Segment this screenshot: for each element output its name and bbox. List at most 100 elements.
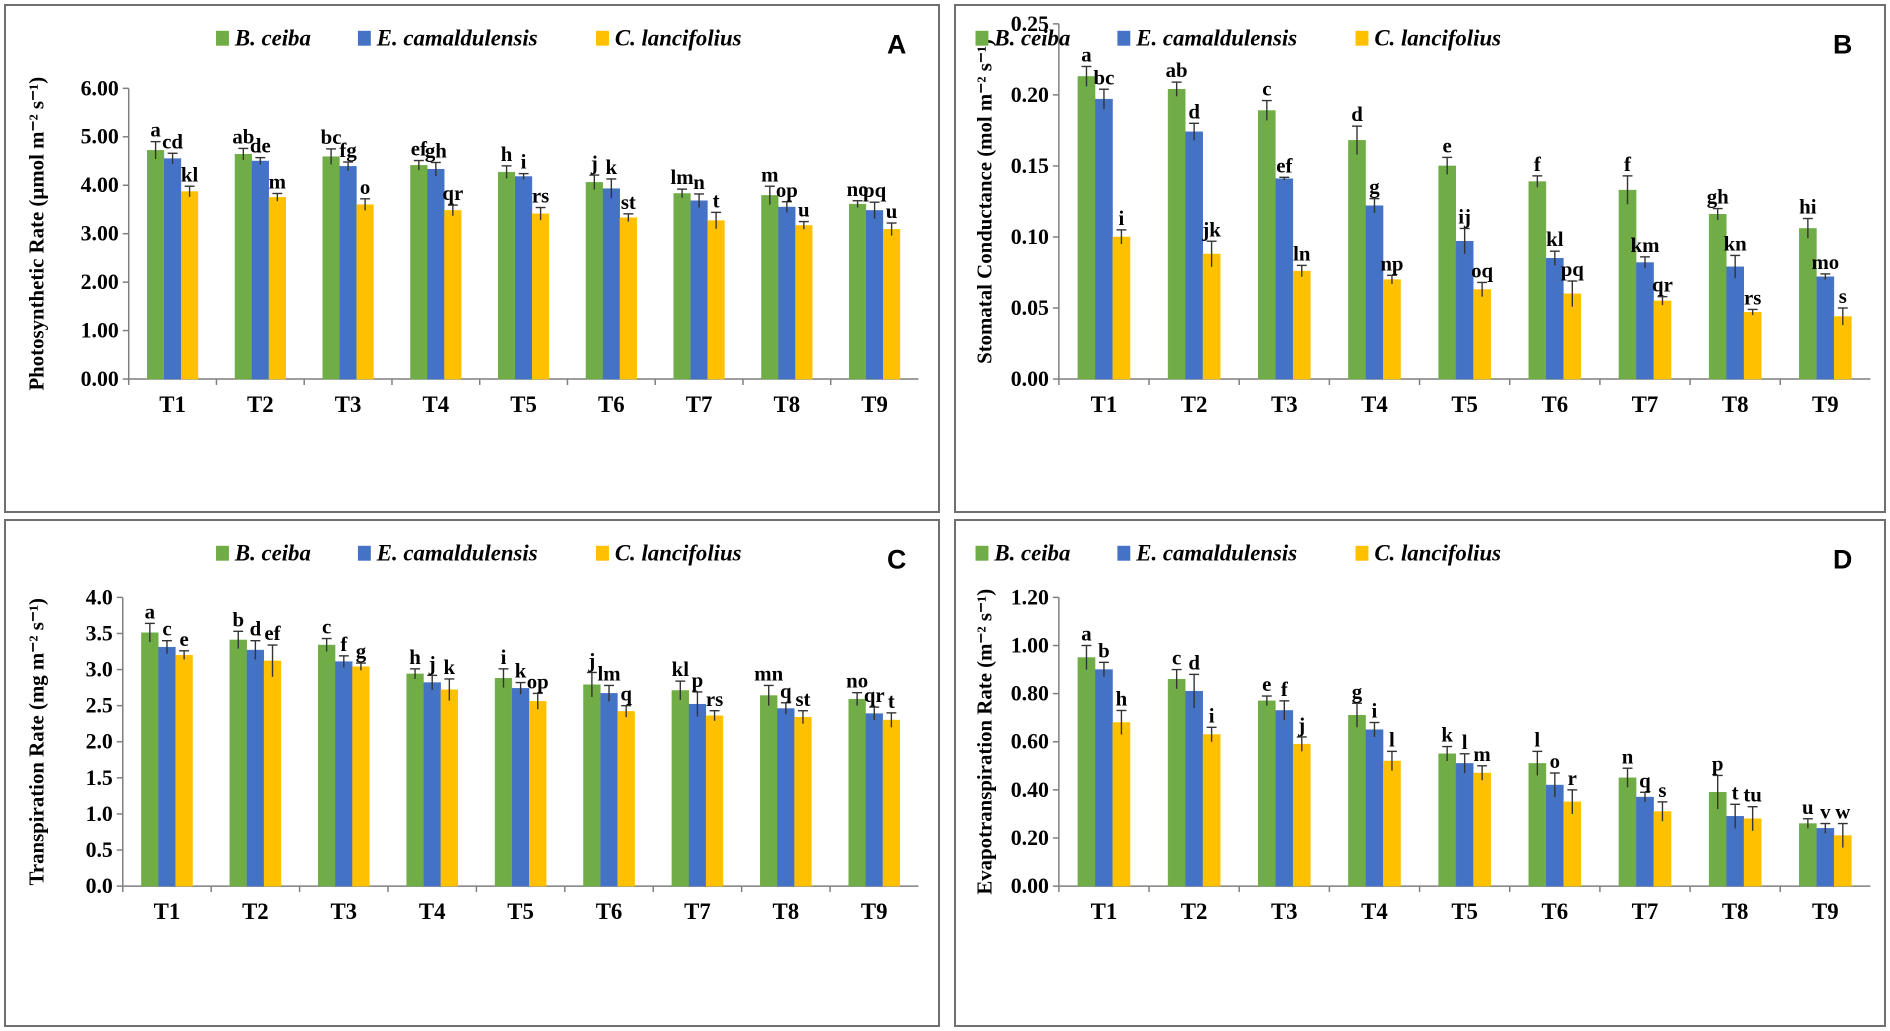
bar	[532, 213, 550, 380]
legend-swatch	[216, 30, 229, 46]
bar	[352, 666, 370, 887]
bar	[1112, 236, 1131, 380]
significance-letter: p	[1712, 751, 1724, 775]
panel-label: B	[1833, 30, 1852, 60]
significance-letter: j	[428, 651, 436, 675]
significance-letter: gh	[1707, 185, 1729, 209]
x-tick-label: T8	[773, 899, 800, 924]
significance-letter: o	[1550, 749, 1560, 773]
legend-swatch	[975, 545, 989, 561]
bar	[494, 677, 513, 887]
bar	[444, 210, 462, 380]
bar	[602, 188, 620, 380]
significance-letter: ij	[1458, 204, 1471, 228]
significance-letter: u	[1802, 795, 1814, 819]
significance-letter: c	[1262, 77, 1271, 101]
bar	[1167, 678, 1186, 887]
bar	[1077, 657, 1096, 887]
significance-letter: np	[1380, 251, 1403, 275]
bar	[322, 156, 340, 380]
y-tick-label: 0.10	[1011, 225, 1049, 249]
bar	[164, 158, 182, 380]
bar	[1095, 669, 1113, 887]
bar	[1653, 300, 1672, 380]
legend-swatch	[596, 545, 609, 561]
significance-letter: s	[1658, 778, 1666, 802]
significance-letter: mn	[754, 661, 783, 685]
bar	[1455, 763, 1474, 887]
significance-letter: qr	[442, 181, 463, 205]
significance-letter: g	[356, 639, 367, 663]
x-tick-label: T1	[1091, 392, 1118, 417]
bar	[1112, 722, 1131, 887]
y-tick-label: 1.20	[1011, 585, 1049, 609]
significance-letter: kn	[1724, 231, 1748, 255]
bar	[158, 646, 176, 887]
significance-letter: n	[1622, 744, 1634, 768]
significance-letter: l	[1389, 727, 1395, 751]
y-tick-label: 0.00	[1011, 874, 1049, 898]
significance-letter: w	[1835, 800, 1850, 824]
significance-letter: d	[250, 617, 262, 641]
bar	[175, 654, 193, 887]
significance-letter: h	[1116, 687, 1128, 711]
chart-panel-d: 0.00 0.20 0.40 0.60 0.80 1.00 1.20 Evapotranspi…	[954, 519, 1886, 1027]
bar	[883, 229, 901, 380]
x-tick-label: T2	[1181, 899, 1208, 924]
y-tick-label: 0.00	[1011, 367, 1049, 391]
bar	[498, 171, 516, 380]
significance-letter: ef	[411, 137, 428, 161]
y-tick-label: 0.20	[1011, 83, 1049, 107]
x-tick-label: T7	[1632, 392, 1659, 417]
x-tick-label: T2	[1181, 392, 1208, 417]
x-tick-label: T2	[247, 392, 274, 417]
bar	[1743, 312, 1762, 380]
legend-label: E. camaldulensis	[1135, 26, 1297, 51]
bar	[1185, 690, 1203, 887]
significance-letter: ab	[1166, 58, 1188, 82]
significance-letter: q	[780, 679, 792, 703]
bar	[1473, 289, 1491, 380]
significance-letter: cd	[162, 129, 183, 153]
bar	[1258, 700, 1276, 887]
x-tick-label: T5	[1451, 899, 1478, 924]
significance-letter: ab	[232, 124, 254, 148]
chart-d: 0.00 0.20 0.40 0.60 0.80 1.00 1.20 Evapotranspi…	[972, 541, 1871, 924]
significance-letter: f	[1534, 152, 1542, 176]
significance-letter: ef	[264, 621, 281, 645]
legend-swatch	[596, 30, 609, 46]
bar	[760, 695, 778, 887]
bar	[511, 688, 530, 887]
bar	[529, 701, 547, 887]
chart-panel-c: 0.0 0.5 1.0 1.5 2.0 2.5 3.0 3.5 4.0 Transpiration…	[4, 519, 940, 1027]
legend-label: B. ceiba	[993, 26, 1070, 51]
significance-letter: s	[1839, 284, 1847, 308]
legend-swatch	[1355, 545, 1369, 561]
legend-label: E. camaldulensis	[1135, 541, 1297, 566]
significance-letter: h	[501, 142, 513, 166]
significance-letter: v	[1820, 800, 1831, 824]
significance-letter: rs	[706, 687, 723, 711]
x-tick-label: T1	[159, 392, 186, 417]
y-tick-label: 2.5	[86, 694, 113, 718]
significance-letter: j	[590, 151, 598, 175]
bar	[707, 220, 725, 380]
bar	[1383, 279, 1401, 380]
legend-label: E. camaldulensis	[376, 26, 538, 51]
x-tick-label: T8	[774, 392, 801, 417]
bar	[1799, 823, 1817, 887]
x-tick-label: T6	[598, 392, 625, 417]
significance-letter: m	[761, 162, 778, 186]
bar	[705, 715, 724, 887]
legend-swatch	[357, 30, 371, 46]
bar	[1636, 262, 1654, 380]
legend-swatch	[975, 30, 989, 46]
significance-letter: c	[162, 617, 171, 641]
significance-letter: t	[713, 188, 720, 212]
significance-letter: ln	[1293, 241, 1311, 265]
bar	[688, 703, 707, 887]
bar	[246, 649, 265, 887]
bar	[1348, 715, 1366, 887]
bar	[690, 200, 708, 380]
legend-swatch	[1117, 545, 1131, 561]
